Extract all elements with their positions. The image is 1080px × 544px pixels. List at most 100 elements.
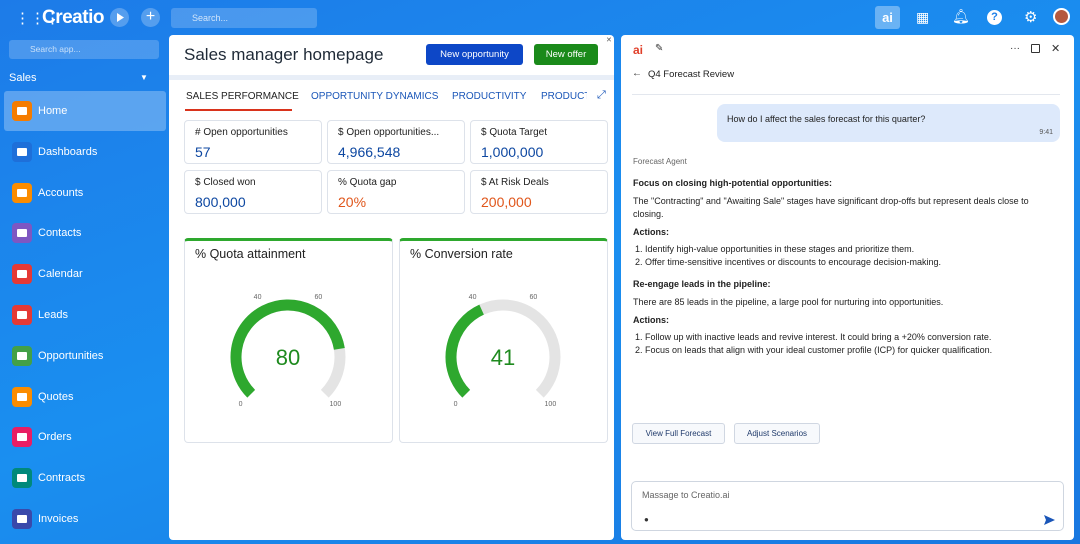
- gauge-tick-label: 100: [330, 401, 342, 408]
- brand[interactable]: Creatio: [42, 7, 104, 28]
- nav-item[interactable]: Leads: [4, 295, 166, 335]
- app-search-placeholder: Search app...: [30, 44, 81, 54]
- answer-text: There are 85 leads in the pipeline, a la…: [633, 297, 944, 307]
- nav-item[interactable]: Opportunities: [4, 336, 166, 376]
- mic-icon[interactable]: ●: [644, 515, 649, 524]
- tab[interactable]: SALES PERFORMANCE: [186, 91, 299, 102]
- primary-button[interactable]: New offer: [534, 44, 598, 65]
- metric-card: # Open opportunities 57: [184, 120, 322, 164]
- dock-icon[interactable]: [1031, 44, 1040, 53]
- nav-item[interactable]: Orders: [4, 417, 166, 457]
- answer-text: The "Contracting" and "Awaiting Sale" st…: [633, 196, 1029, 219]
- nav-item[interactable]: Accounts: [4, 173, 166, 213]
- avatar[interactable]: [1053, 8, 1070, 25]
- gauge: 0 40 60 100 41: [445, 294, 561, 408]
- message-time: 9:41: [1039, 129, 1053, 136]
- app-search[interactable]: Search app...: [9, 40, 159, 59]
- nav-label: Invoices: [38, 513, 79, 525]
- nav-icon: [12, 264, 32, 285]
- metric-value: 1,000,000: [481, 144, 544, 160]
- metric-value: 200,000: [481, 194, 532, 210]
- user-message-text: How do I affect the sales forecast for t…: [727, 114, 926, 124]
- more-icon[interactable]: ···: [1010, 43, 1020, 54]
- nav-label: Home: [38, 105, 68, 117]
- help-icon[interactable]: ?: [987, 10, 1002, 25]
- back-icon[interactable]: ←: [632, 68, 642, 79]
- metric-value: 800,000: [195, 194, 246, 210]
- play-icon: [117, 13, 124, 22]
- section-caret[interactable]: ▼: [140, 73, 148, 82]
- action-item: Offer time-sensitive incentives or disco…: [645, 256, 1058, 269]
- action-item: Focus on leads that align with your idea…: [645, 344, 1058, 357]
- nav-icon: [12, 468, 32, 489]
- nav-icon: [12, 427, 32, 448]
- section-label[interactable]: Sales: [9, 72, 37, 84]
- close-assistant[interactable]: ✕: [1051, 43, 1061, 55]
- divider: [632, 94, 1060, 95]
- apps-grid-icon[interactable]: ⋮⋮⋮: [15, 10, 60, 27]
- tab[interactable]: OPPORTUNITY DYNAMICS: [311, 91, 439, 102]
- nav-label: Contacts: [38, 227, 82, 240]
- divider: [169, 75, 614, 80]
- nav-item[interactable]: Quotes: [4, 377, 166, 417]
- actions-list: Follow up with inactive leads and revive…: [633, 331, 1058, 357]
- settings-icon[interactable]: ⚙︎: [1024, 9, 1038, 26]
- metric-card: $ Open opportunities... 4,966,548: [327, 120, 465, 164]
- nav-icon: [12, 182, 32, 203]
- nav-glyph: [17, 351, 27, 360]
- nav-label: Contracts: [38, 472, 86, 485]
- run-button[interactable]: [110, 8, 129, 27]
- close-icon[interactable]: ✕: [606, 37, 612, 44]
- add-button[interactable]: +: [141, 8, 160, 27]
- nav-label: Orders: [38, 431, 72, 444]
- nav-item[interactable]: Dashboards: [4, 132, 166, 172]
- nav-icon: [12, 223, 32, 244]
- notifications-icon[interactable]: 🔔︎: [952, 8, 970, 24]
- expand-icon[interactable]: ⤢: [597, 89, 606, 101]
- gauge-tick-label: 0: [239, 401, 243, 408]
- tab[interactable]: PRODUCT1: [541, 91, 587, 102]
- gauge-tick-label: 100: [545, 401, 557, 408]
- nav-glyph: [17, 229, 27, 238]
- send-icon[interactable]: [1044, 515, 1055, 525]
- nav-glyph: [17, 147, 27, 156]
- action-button[interactable]: Adjust Scenarios: [734, 423, 820, 444]
- apps-icon[interactable]: ▦: [916, 9, 930, 25]
- nav-item[interactable]: Invoices: [4, 499, 166, 539]
- gauge-value: 41: [491, 345, 515, 370]
- nav-label: Leads: [38, 309, 68, 321]
- tab[interactable]: PRODUCTIVITY: [452, 91, 527, 102]
- nav-icon: [12, 101, 32, 121]
- gauge-value: 80: [276, 345, 300, 370]
- nav-label: Quotes: [38, 390, 74, 403]
- nav-label: Dashboards: [38, 145, 98, 158]
- metric-label: $ Closed won: [195, 177, 256, 188]
- nav-icon: [12, 345, 32, 366]
- nav-item[interactable]: Contracts: [4, 458, 166, 498]
- nav-item[interactable]: Contacts: [4, 213, 166, 253]
- message-input[interactable]: Massage to Creatio.ai ●: [631, 481, 1064, 531]
- nav-label: Calendar: [38, 268, 83, 281]
- input-placeholder: Massage to Creatio.ai: [642, 490, 730, 500]
- gauge-tick-label: 40: [254, 294, 262, 301]
- edit-icon[interactable]: ✎: [655, 43, 664, 54]
- nav-glyph: [17, 515, 27, 523]
- action-button[interactable]: View Full Forecast: [632, 423, 725, 444]
- nav-item[interactable]: Calendar: [4, 254, 166, 294]
- ai-button[interactable]: ai: [875, 6, 900, 29]
- page-title: Sales manager homepage: [184, 45, 384, 64]
- assistant-panel: ai ✎ ··· ✕ ← Q4 Forecast Review How do I…: [621, 35, 1074, 540]
- nav-icon: [12, 509, 32, 529]
- agent-label: Forecast Agent: [633, 157, 687, 166]
- search-box[interactable]: Search...: [171, 8, 317, 28]
- nav-item[interactable]: Home: [4, 91, 166, 131]
- metric-card: $ At Risk Deals 200,000: [470, 170, 608, 214]
- gauge-title: % Quota attainment: [195, 247, 306, 261]
- metric-value: 57: [195, 144, 211, 160]
- actions-label: Actions:: [633, 315, 669, 325]
- nav-icon: [12, 305, 32, 325]
- actions-list: Identify high-value opportunities in the…: [633, 243, 1058, 269]
- primary-button[interactable]: New opportunity: [426, 44, 523, 65]
